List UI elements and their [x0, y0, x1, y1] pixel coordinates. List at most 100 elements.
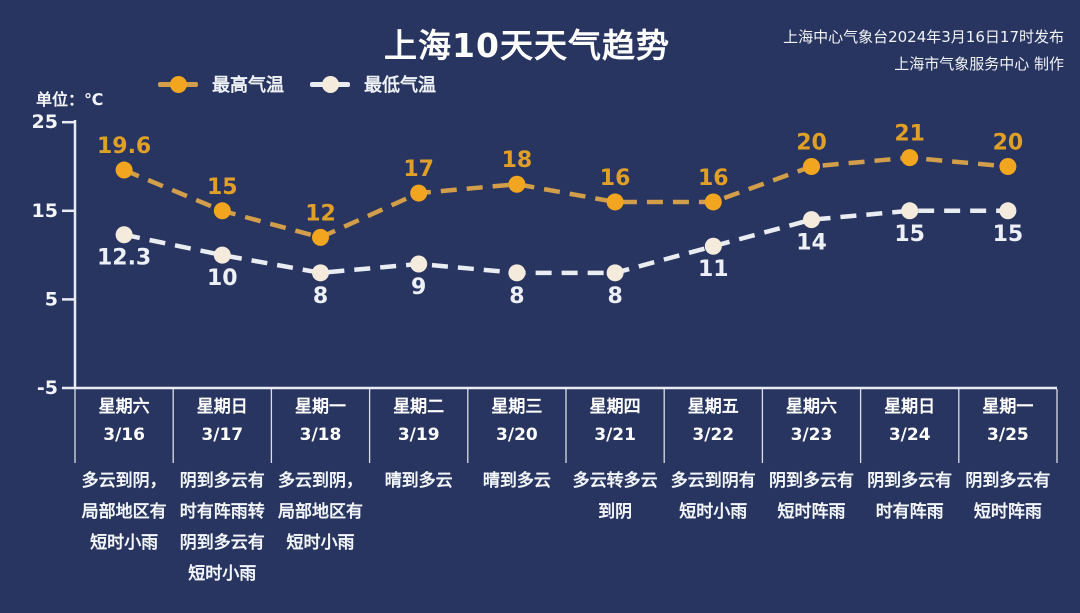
date-label: 3/18	[299, 425, 342, 445]
date-label: 3/21	[594, 425, 636, 445]
low-temp-point	[508, 264, 526, 282]
legend-item-low-temp: 最低气温	[310, 71, 436, 97]
low-temp-point	[410, 255, 428, 273]
weekday-label: 星期日	[884, 397, 936, 417]
weekday-label: 星期二	[393, 397, 445, 417]
low-temp-point	[606, 264, 624, 282]
weekday-label: 星期六	[98, 397, 150, 417]
weekday-label: 星期一	[982, 397, 1034, 417]
date-label: 3/22	[692, 425, 735, 445]
day-column: 星期日 3/17 阴到多云有 时有阵雨转 阴到多云有 短时小雨	[173, 393, 271, 590]
date-label: 3/25	[987, 425, 1029, 445]
high-temp-value-label: 21	[894, 122, 925, 147]
page-title: 上海10天天气趋势	[384, 26, 670, 65]
weekday-label: 星期五	[687, 397, 739, 417]
low-temp-point	[704, 237, 722, 255]
high-temp-point	[803, 158, 820, 175]
high-temp-marker-icon	[158, 75, 198, 93]
high-temp-value-label: 17	[403, 157, 434, 182]
high-temp-value-label: 19.6	[97, 134, 151, 159]
date-label: 3/17	[201, 425, 244, 445]
date-label: 3/16	[103, 425, 145, 445]
high-temp-point	[213, 202, 231, 220]
high-temp-value-label: 20	[993, 131, 1024, 156]
day-column: 星期四 3/21 多云转多云 到阴	[566, 393, 664, 528]
high-temp-line	[123, 155, 1009, 240]
weekday-label: 星期六	[785, 397, 837, 417]
legend-label-high: 最高气温	[212, 75, 284, 96]
low-temp-point	[803, 211, 820, 229]
high-temp-point	[115, 161, 133, 179]
y-axis-tick-label: -5	[37, 377, 58, 399]
high-temp-value-label: 15	[207, 175, 238, 200]
forecast-text: 多云到阴， 局部地区有 短时小雨	[277, 471, 363, 553]
date-label: 3/23	[790, 425, 833, 445]
low-temp-value-label: 9	[411, 275, 426, 300]
high-temp-point	[606, 193, 624, 211]
day-column: 星期一 3/18 多云到阴， 局部地区有 短时小雨	[271, 393, 369, 559]
chart-legend: 最高气温 最低气温	[158, 71, 436, 97]
legend-item-high-temp: 最高气温	[158, 71, 284, 97]
forecast-text: 多云转多云 到阴	[572, 471, 658, 522]
weekday-label: 星期日	[196, 397, 248, 417]
high-temp-value-label: 16	[698, 166, 729, 191]
forecast-text: 晴到多云	[384, 471, 453, 491]
high-temp-dot-icon	[170, 75, 187, 93]
attribution: 上海中心气象台2024年3月16日17时发布 上海市气象服务中心 制作	[783, 24, 1064, 78]
low-temp-point	[999, 202, 1017, 220]
low-temp-point	[213, 246, 231, 264]
weekday-label: 星期一	[294, 397, 346, 417]
day-column: 星期五 3/22 多云到阴有 短时小雨	[664, 393, 762, 528]
weekday-label: 星期三	[491, 397, 543, 417]
forecast-text: 多云到阴， 局部地区有 短时小雨	[81, 471, 167, 553]
high-temp-point	[901, 149, 919, 167]
date-label: 3/19	[397, 425, 440, 445]
low-temp-value-label: 8	[313, 284, 328, 309]
day-column: 星期六 3/16 多云到阴， 局部地区有 短时小雨	[75, 393, 173, 559]
low-temp-marker-icon	[310, 75, 350, 93]
low-temp-value-label: 15	[894, 222, 925, 247]
low-temp-value-label: 14	[796, 231, 827, 256]
low-temp-value-label: 15	[993, 222, 1024, 247]
low-temp-dot-icon	[322, 75, 339, 93]
forecast-text: 阴到多云有 短时阵雨	[768, 471, 854, 522]
low-temp-point	[901, 202, 919, 220]
low-temp-point	[115, 226, 133, 244]
date-label: 3/20	[496, 425, 538, 445]
high-temp-point	[508, 175, 526, 193]
forecast-text: 晴到多云	[482, 471, 551, 491]
forecast-text: 多云到阴有 短时小雨	[670, 471, 756, 522]
low-temp-point	[312, 264, 329, 282]
high-temp-value-label: 20	[796, 131, 827, 156]
unit-label: 单位：℃	[36, 90, 104, 109]
high-temp-point	[312, 228, 329, 246]
day-column: 星期二 3/19 晴到多云	[370, 393, 468, 497]
legend-label-low: 最低气温	[364, 75, 436, 96]
y-axis-tick-label: 15	[32, 200, 58, 222]
day-column: 星期三 3/20 晴到多云	[468, 393, 566, 497]
low-temp-value-label: 12.3	[97, 246, 151, 271]
high-temp-value-label: 18	[502, 148, 533, 173]
low-temp-value-label: 8	[509, 284, 524, 309]
forecast-text: 阴到多云有 时有阵雨转 阴到多云有 短时小雨	[179, 471, 265, 584]
high-temp-point	[410, 184, 428, 202]
day-column: 星期一 3/25 阴到多云有 短时阵雨	[959, 393, 1057, 528]
day-column: 星期日 3/24 阴到多云有 时有阵雨	[861, 393, 959, 528]
forecast-text: 阴到多云有 短时阵雨	[965, 471, 1051, 522]
high-temp-point	[999, 158, 1017, 175]
day-column: 星期六 3/23 阴到多云有 短时阵雨	[762, 393, 860, 528]
high-temp-value-label: 12	[305, 201, 336, 226]
date-label: 3/24	[888, 425, 931, 445]
weekday-label: 星期四	[589, 397, 641, 417]
y-axis-tick-label: 25	[32, 111, 58, 133]
low-temp-line	[123, 208, 1008, 276]
high-temp-point	[704, 193, 722, 211]
high-temp-value-label: 16	[600, 166, 631, 191]
low-temp-value-label: 10	[207, 266, 238, 291]
y-axis-tick-label: 5	[45, 288, 58, 310]
attribution-line2: 上海市气象服务中心 制作	[894, 55, 1064, 73]
forecast-text: 阴到多云有 时有阵雨	[867, 471, 953, 522]
attribution-line1: 上海中心气象台2024年3月16日17时发布	[783, 28, 1064, 46]
